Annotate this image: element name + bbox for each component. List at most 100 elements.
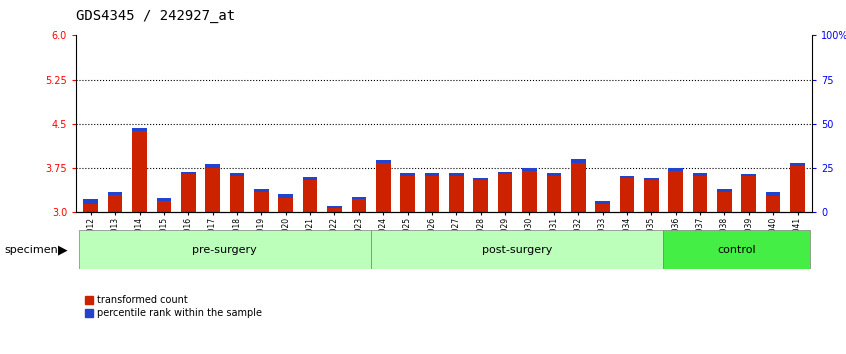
Bar — [132, 128, 147, 131]
Bar — [741, 176, 756, 212]
Bar — [278, 194, 293, 198]
Bar — [785, 35, 810, 212]
Bar — [303, 180, 317, 212]
Text: post-surgery: post-surgery — [482, 245, 552, 255]
Bar — [712, 35, 737, 212]
Bar — [79, 35, 103, 212]
Bar — [596, 201, 610, 204]
Bar — [644, 178, 659, 180]
Bar — [157, 198, 171, 201]
Text: specimen: specimen — [4, 245, 58, 255]
Bar — [151, 35, 176, 212]
Bar — [371, 230, 663, 269]
Bar — [303, 177, 317, 180]
Bar — [688, 35, 712, 212]
Bar — [395, 35, 420, 212]
Bar — [522, 168, 536, 171]
Bar — [449, 173, 464, 176]
Bar — [474, 178, 488, 180]
Bar — [693, 173, 707, 176]
Bar — [176, 35, 201, 212]
Bar — [547, 173, 561, 176]
Text: control: control — [717, 245, 756, 255]
Bar — [790, 164, 805, 166]
Bar — [107, 192, 123, 195]
Text: ▶: ▶ — [58, 243, 67, 256]
Bar — [766, 196, 781, 212]
Bar — [522, 171, 536, 212]
Bar — [400, 176, 415, 212]
Bar — [327, 206, 342, 208]
Bar — [663, 35, 688, 212]
Bar — [663, 230, 810, 269]
Bar — [229, 176, 244, 212]
Bar — [250, 35, 273, 212]
Bar — [741, 174, 756, 176]
Bar — [547, 176, 561, 212]
Bar — [469, 35, 493, 212]
Bar — [425, 176, 439, 212]
Bar — [761, 35, 785, 212]
Bar — [327, 208, 342, 212]
Bar — [273, 35, 298, 212]
Bar — [566, 35, 591, 212]
Bar — [400, 173, 415, 176]
Bar — [206, 164, 220, 168]
Bar — [517, 35, 541, 212]
Bar — [571, 164, 585, 212]
Bar — [132, 131, 147, 212]
Bar — [474, 180, 488, 212]
Bar — [639, 35, 663, 212]
Bar — [79, 230, 371, 269]
Bar — [352, 199, 366, 212]
Bar — [444, 35, 469, 212]
Bar — [668, 171, 683, 212]
Bar — [717, 192, 732, 212]
Bar — [766, 192, 781, 196]
Bar — [615, 35, 639, 212]
Bar — [571, 159, 585, 164]
Bar — [229, 173, 244, 176]
Bar — [420, 35, 444, 212]
Bar — [181, 174, 195, 212]
Bar — [127, 35, 151, 212]
Legend: transformed count, percentile rank within the sample: transformed count, percentile rank withi… — [81, 292, 266, 322]
Text: pre-surgery: pre-surgery — [192, 245, 257, 255]
Bar — [596, 204, 610, 212]
Bar — [157, 201, 171, 212]
Bar — [278, 198, 293, 212]
Bar — [376, 160, 391, 164]
Bar — [371, 35, 395, 212]
Bar — [693, 176, 707, 212]
Bar — [181, 172, 195, 174]
Bar — [790, 166, 805, 212]
Bar — [254, 192, 269, 212]
Bar — [322, 35, 347, 212]
Bar — [347, 35, 371, 212]
Text: GDS4345 / 242927_at: GDS4345 / 242927_at — [76, 9, 235, 23]
Bar — [201, 35, 225, 212]
Bar — [225, 35, 250, 212]
Bar — [591, 35, 615, 212]
Bar — [84, 204, 98, 212]
Bar — [425, 173, 439, 176]
Bar — [103, 35, 127, 212]
Bar — [352, 197, 366, 199]
Bar — [298, 35, 322, 212]
Bar — [376, 164, 391, 212]
Bar — [668, 168, 683, 171]
Bar — [493, 35, 517, 212]
Bar — [449, 176, 464, 212]
Bar — [254, 189, 269, 192]
Bar — [619, 178, 634, 212]
Bar — [107, 195, 123, 212]
Bar — [644, 180, 659, 212]
Bar — [541, 35, 566, 212]
Bar — [717, 189, 732, 192]
Bar — [497, 172, 513, 174]
Bar — [497, 174, 513, 212]
Bar — [619, 176, 634, 178]
Bar — [206, 168, 220, 212]
Bar — [737, 35, 761, 212]
Bar — [84, 199, 98, 204]
